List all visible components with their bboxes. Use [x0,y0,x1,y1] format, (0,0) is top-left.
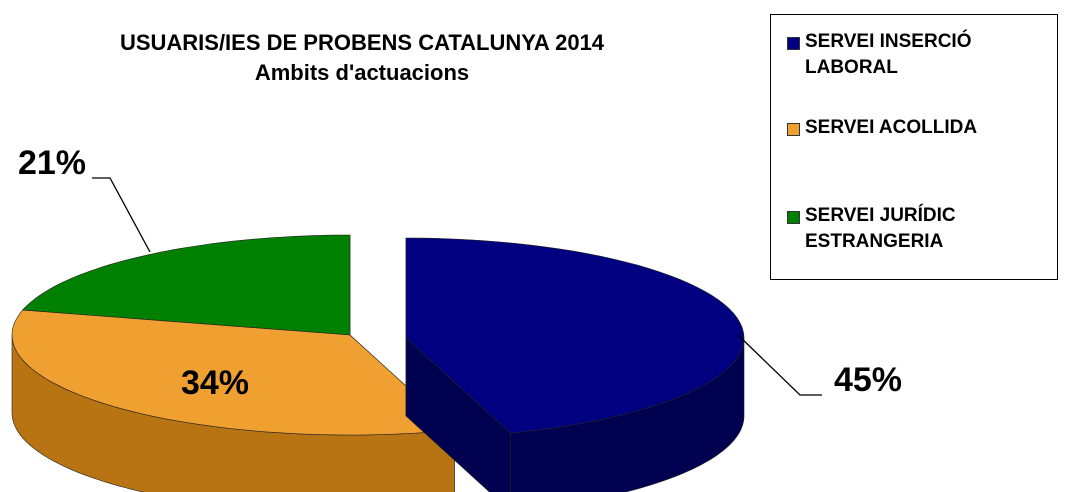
chart-subtitle: Ambits d'actuacions [255,60,469,85]
leader-line [92,177,151,253]
leader-line [737,334,822,396]
data-label: 21% [18,144,86,182]
legend-item: SERVEI ACOLLIDA [779,115,1049,141]
legend-swatch [787,123,800,136]
legend: SERVEI INSERCIÓ LABORAL SERVEI ACOLLIDA SE… [770,14,1058,280]
slice [405,237,745,434]
legend-label: SERVEI INSERCIÓ LABORAL [805,31,972,78]
legend-label: SERVEI JURÍDIC ESTRANGERIA [805,205,956,252]
legend-swatch [787,37,800,50]
data-label: 34% [181,364,249,402]
legend-label: SERVEI ACOLLIDA [805,117,978,138]
slice [21,234,351,336]
legend-item: SERVEI JURÍDIC ESTRANGERIA [779,203,1049,255]
slice [11,309,456,436]
legend-item: SERVEI INSERCIÓ LABORAL [779,29,1049,81]
legend-swatch [787,211,800,224]
data-label: 45% [834,361,902,399]
chart-title: USUARIS/IES DE PROBENS CATALUNYA 2014 [120,30,605,55]
